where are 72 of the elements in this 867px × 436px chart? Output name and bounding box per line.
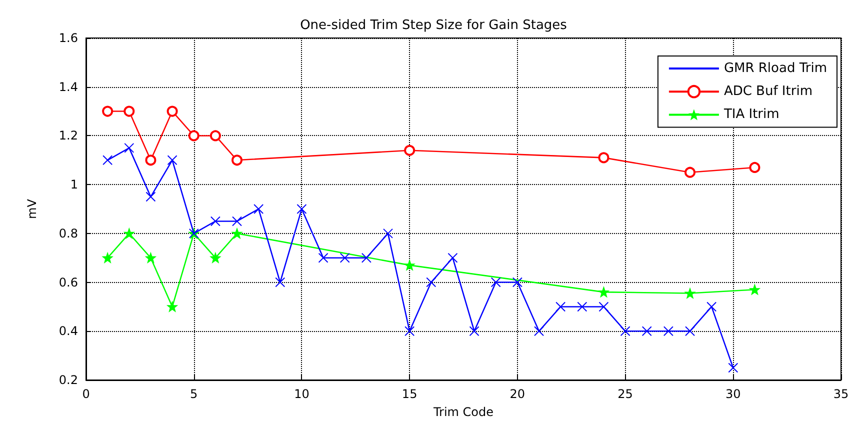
y-tick-label: 0.6 — [58, 275, 78, 290]
point — [232, 228, 242, 238]
point — [534, 326, 544, 336]
point — [685, 288, 695, 298]
y-tick-label: 1.6 — [58, 31, 78, 45]
x-tick-label: 35 — [833, 387, 849, 401]
point — [146, 192, 156, 202]
point — [340, 252, 350, 263]
point — [145, 154, 156, 166]
point — [750, 284, 760, 295]
y-tick-label: 1 — [70, 178, 78, 192]
point — [684, 166, 696, 178]
point — [749, 162, 760, 173]
point — [642, 326, 652, 336]
legend-label: TIA Itrim — [722, 107, 780, 122]
x-axis-title: Trim Code — [432, 405, 494, 419]
y-tick-label: 0.2 — [58, 373, 78, 387]
point — [685, 326, 695, 336]
point — [188, 130, 200, 142]
point — [490, 277, 501, 288]
point — [102, 155, 113, 166]
point — [361, 252, 372, 263]
x-tick-label: 5 — [190, 387, 198, 401]
point — [166, 106, 178, 117]
point — [254, 204, 264, 214]
x-tick-label: 30 — [726, 387, 741, 401]
point — [706, 302, 717, 312]
point — [232, 154, 242, 166]
point — [124, 228, 134, 238]
legend-label: GMR Rload Trim — [724, 61, 828, 76]
point — [728, 362, 738, 373]
x-tick-label: 25 — [618, 387, 633, 401]
point — [318, 252, 328, 263]
point — [404, 260, 415, 270]
x-tick-label: 20 — [510, 387, 526, 401]
point — [146, 252, 156, 263]
point — [598, 302, 609, 312]
y-tick-label: 0.8 — [58, 226, 78, 240]
point — [210, 216, 220, 226]
y-axis-title: mV — [25, 198, 39, 219]
point — [404, 144, 416, 156]
point — [210, 130, 221, 142]
point — [383, 228, 393, 238]
x-tick-label: 15 — [402, 387, 418, 401]
chart-title: One-sided Trim Step Size for Gain Stages — [300, 18, 568, 33]
point — [275, 277, 286, 288]
point — [167, 155, 178, 166]
x-tick-label: 10 — [294, 387, 310, 401]
point — [102, 252, 113, 263]
y-tick-label: 0.4 — [58, 324, 78, 338]
point — [556, 302, 566, 312]
point — [512, 277, 522, 288]
legend-label: ADC Buf Itrim — [724, 84, 812, 100]
point — [124, 142, 134, 153]
point — [124, 106, 135, 117]
point — [232, 216, 242, 226]
point — [469, 326, 480, 336]
y-tick-label: 1.2 — [58, 128, 78, 143]
point — [448, 252, 458, 263]
y-tick-label: 1.4 — [58, 80, 78, 94]
x-tick-label: 0 — [82, 387, 90, 401]
point — [598, 152, 610, 164]
point — [167, 302, 178, 312]
point — [296, 204, 307, 214]
point — [663, 326, 674, 336]
point — [210, 252, 220, 263]
point — [598, 287, 609, 298]
point — [577, 302, 588, 312]
point — [404, 326, 415, 336]
point — [426, 277, 436, 288]
point — [102, 106, 114, 117]
point — [620, 326, 630, 336]
